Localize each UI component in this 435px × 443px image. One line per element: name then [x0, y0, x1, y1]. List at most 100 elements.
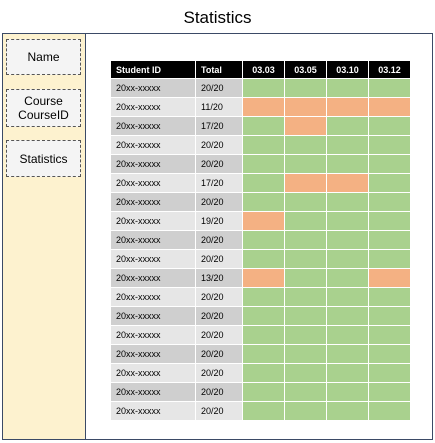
attendance-cell-present [285, 193, 326, 211]
attendance-cell-present [285, 250, 326, 268]
total-cell: 20/20 [196, 288, 242, 306]
attendance-cell-present [327, 155, 368, 173]
table-row: 20xx-xxxxx 11/20 [111, 98, 410, 116]
student-id-cell: 20xx-xxxxx [111, 383, 195, 401]
student-id-cell: 20xx-xxxxx [111, 98, 195, 116]
table-row: 20xx-xxxxx 20/20 [111, 326, 410, 344]
total-cell: 17/20 [196, 117, 242, 135]
attendance-cell-present [369, 231, 410, 249]
attendance-cell-present [327, 117, 368, 135]
attendance-cell-present [243, 383, 284, 401]
attendance-cell-present [369, 155, 410, 173]
attendance-cell-present [327, 364, 368, 382]
table-row: 20xx-xxxxx 20/20 [111, 288, 410, 306]
total-cell: 20/20 [196, 364, 242, 382]
student-id-cell: 20xx-xxxxx [111, 212, 195, 230]
attendance-cell-present [369, 136, 410, 154]
total-cell: 20/20 [196, 79, 242, 97]
table-row: 20xx-xxxxx 20/20 [111, 402, 410, 420]
attendance-cell-present [285, 79, 326, 97]
table-row: 20xx-xxxxx 20/20 [111, 250, 410, 268]
attendance-cell-present [243, 79, 284, 97]
total-cell: 20/20 [196, 326, 242, 344]
table-row: 20xx-xxxxx 20/20 [111, 345, 410, 363]
attendance-cell-present [243, 364, 284, 382]
attendance-cell-present [285, 231, 326, 249]
statistics-table: Student ID Total 03.03 03.05 03.10 03.12… [110, 60, 411, 421]
table-row: 20xx-xxxxx 13/20 [111, 269, 410, 287]
attendance-cell-present [327, 345, 368, 363]
attendance-cell-present [285, 402, 326, 420]
total-cell: 20/20 [196, 307, 242, 325]
attendance-cell-present [285, 288, 326, 306]
attendance-cell-present [369, 326, 410, 344]
student-id-cell: 20xx-xxxxx [111, 307, 195, 325]
attendance-cell-present [369, 288, 410, 306]
attendance-cell-present [327, 79, 368, 97]
attendance-cell-absent [285, 117, 326, 135]
attendance-cell-present [285, 383, 326, 401]
attendance-cell-present [285, 307, 326, 325]
attendance-cell-absent [327, 98, 368, 116]
attendance-cell-present [327, 231, 368, 249]
attendance-cell-absent [285, 174, 326, 192]
column-header-date: 03.03 [243, 61, 284, 78]
attendance-cell-present [369, 402, 410, 420]
column-header-date: 03.05 [285, 61, 326, 78]
attendance-cell-present [327, 136, 368, 154]
total-cell: 13/20 [196, 269, 242, 287]
total-cell: 20/20 [196, 136, 242, 154]
attendance-cell-absent [327, 174, 368, 192]
attendance-cell-present [285, 364, 326, 382]
student-id-cell: 20xx-xxxxx [111, 193, 195, 211]
table-row: 20xx-xxxxx 20/20 [111, 307, 410, 325]
table-row: 20xx-xxxxx 20/20 [111, 383, 410, 401]
table-row: 20xx-xxxxx 20/20 [111, 364, 410, 382]
attendance-cell-present [243, 307, 284, 325]
attendance-cell-present [327, 193, 368, 211]
table-row: 20xx-xxxxx 17/20 [111, 117, 410, 135]
total-cell: 20/20 [196, 250, 242, 268]
student-id-cell: 20xx-xxxxx [111, 250, 195, 268]
attendance-cell-present [285, 326, 326, 344]
attendance-cell-absent [243, 269, 284, 287]
total-cell: 20/20 [196, 402, 242, 420]
attendance-cell-present [327, 307, 368, 325]
attendance-cell-present [369, 193, 410, 211]
sidebar: Name Course CourseID Statistics [3, 34, 86, 439]
total-cell: 19/20 [196, 212, 242, 230]
attendance-cell-present [369, 174, 410, 192]
total-cell: 20/20 [196, 231, 242, 249]
attendance-cell-present [327, 383, 368, 401]
table-row: 20xx-xxxxx 17/20 [111, 174, 410, 192]
sidebar-item-statistics[interactable]: Statistics [6, 140, 81, 177]
sidebar-item-name[interactable]: Name [6, 39, 81, 75]
attendance-cell-present [369, 117, 410, 135]
attendance-cell-present [243, 231, 284, 249]
student-id-cell: 20xx-xxxxx [111, 174, 195, 192]
attendance-cell-present [243, 136, 284, 154]
sidebar-item-course[interactable]: Course CourseID [6, 89, 81, 127]
attendance-cell-present [369, 212, 410, 230]
attendance-cell-present [369, 345, 410, 363]
student-id-cell: 20xx-xxxxx [111, 136, 195, 154]
table-row: 20xx-xxxxx 20/20 [111, 136, 410, 154]
attendance-cell-present [285, 212, 326, 230]
attendance-cell-absent [243, 212, 284, 230]
attendance-cell-present [369, 383, 410, 401]
column-header-date: 03.12 [369, 61, 410, 78]
attendance-cell-present [285, 155, 326, 173]
attendance-cell-present [243, 288, 284, 306]
student-id-cell: 20xx-xxxxx [111, 402, 195, 420]
attendance-cell-present [243, 155, 284, 173]
attendance-cell-present [243, 326, 284, 344]
attendance-cell-present [285, 136, 326, 154]
attendance-cell-present [327, 250, 368, 268]
student-id-cell: 20xx-xxxxx [111, 288, 195, 306]
table-header-row: Student ID Total 03.03 03.05 03.10 03.12 [111, 61, 410, 78]
table-row: 20xx-xxxxx 20/20 [111, 193, 410, 211]
student-id-cell: 20xx-xxxxx [111, 326, 195, 344]
attendance-cell-present [243, 250, 284, 268]
attendance-cell-present [243, 174, 284, 192]
attendance-cell-present [243, 193, 284, 211]
